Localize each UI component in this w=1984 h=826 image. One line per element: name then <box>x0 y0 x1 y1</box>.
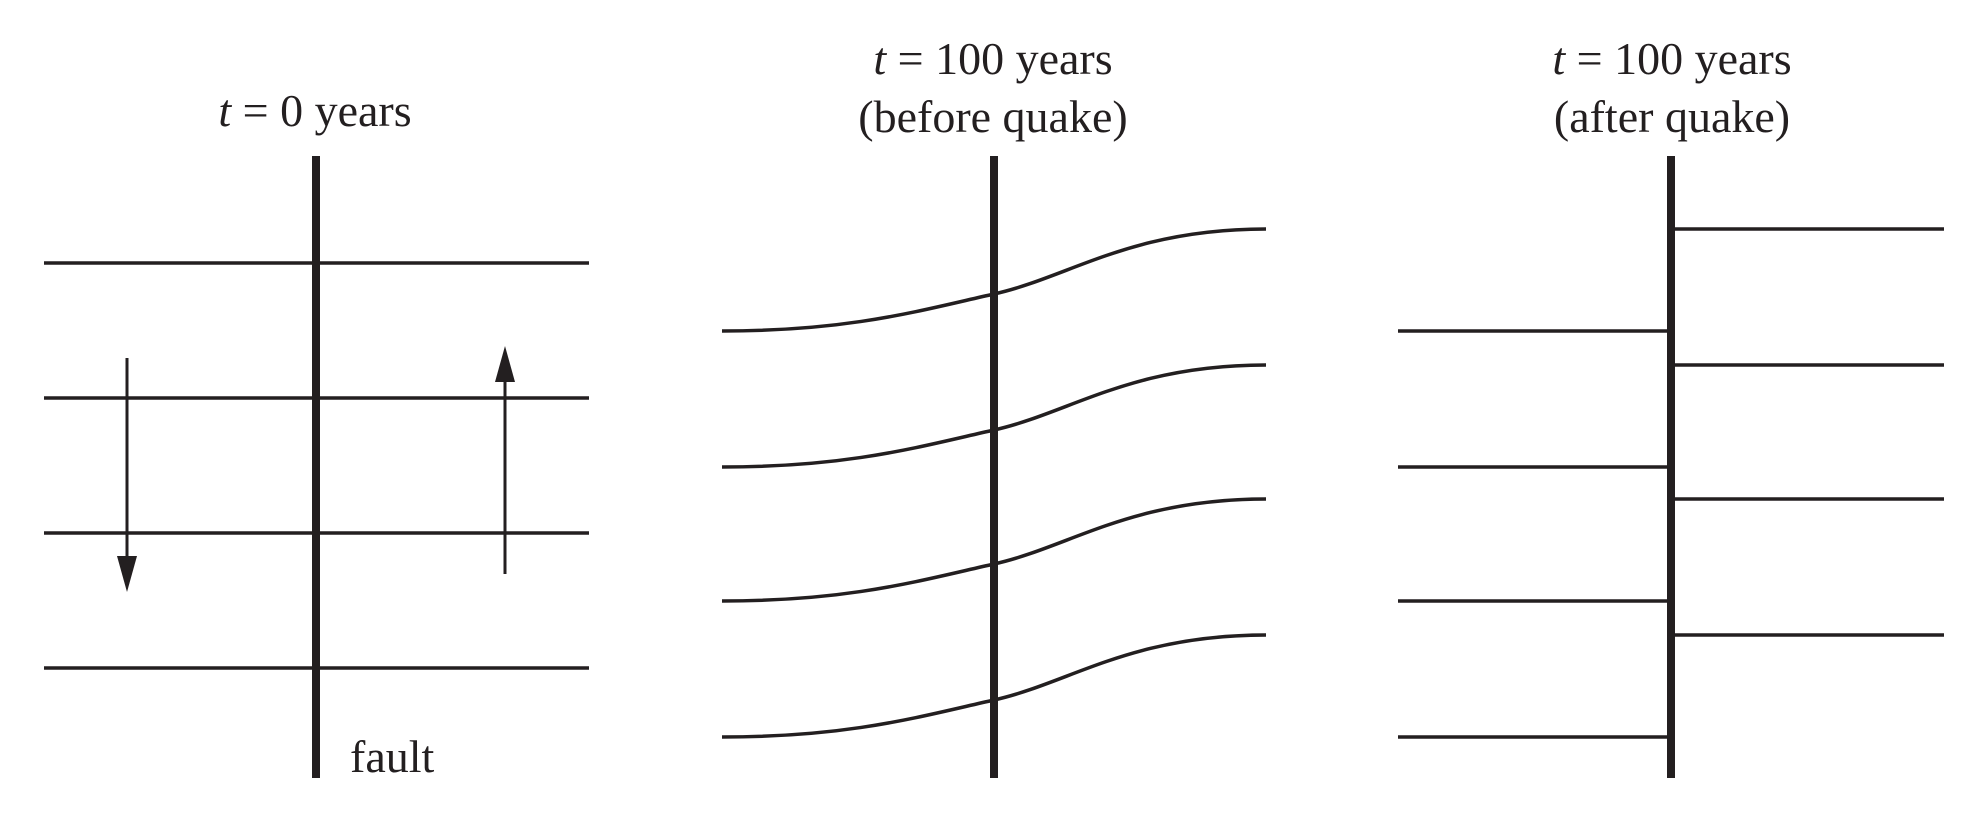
panel-before-quake-time-var: t <box>873 33 887 84</box>
panel-initial-title-text: = 0 years <box>231 85 412 136</box>
fault-label: fault <box>350 731 435 782</box>
panel-after-quake-title-text: = 100 years <box>1565 33 1792 84</box>
panel-after-quake-subtitle: (after quake) <box>1554 91 1790 142</box>
up-arrow-icon <box>495 346 515 574</box>
down-arrow-icon <box>117 358 137 592</box>
panel-before-quake-subtitle: (before quake) <box>858 91 1127 142</box>
panel-after-quake: t = 100 years (after quake) <box>1398 33 1944 778</box>
panel-before-quake: t = 100 years (before quake) <box>721 33 1267 778</box>
panel-before-quake-title: t = 100 years <box>873 33 1112 84</box>
panel-before-quake-title-text: = 100 years <box>886 33 1113 84</box>
panel-initial: t = 0 years fault <box>44 85 589 782</box>
panel-after-quake-time-var: t <box>1552 33 1566 84</box>
panel-initial-time-var: t <box>218 85 232 136</box>
panel-initial-title: t = 0 years <box>218 85 411 136</box>
panel-after-quake-title: t = 100 years <box>1552 33 1791 84</box>
